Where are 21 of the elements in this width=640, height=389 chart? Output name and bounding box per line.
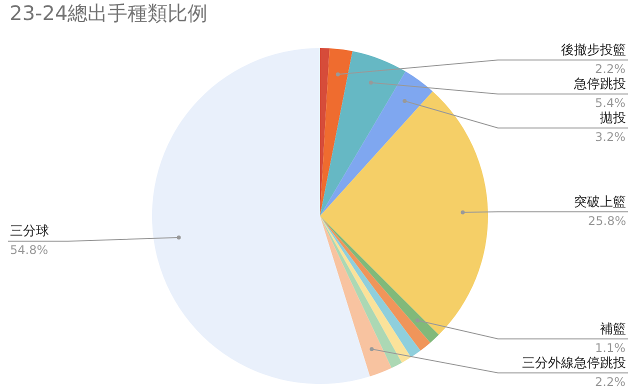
data-label: 3.2% xyxy=(595,130,626,144)
chart-title: 23-24總出手種類比例 xyxy=(10,0,208,25)
slice-label: 補籃 xyxy=(600,322,626,337)
data-label: 54.8% xyxy=(10,243,48,257)
slice-label: 急停跳投 xyxy=(573,77,626,92)
pie-slice xyxy=(320,216,392,376)
pie-slice xyxy=(320,71,433,216)
data-label: 5.4% xyxy=(595,96,626,110)
data-label: 2.2% xyxy=(595,62,626,76)
pie-slice xyxy=(152,48,370,384)
data-label: 2.2% xyxy=(595,375,626,389)
slice-label: 三分球 xyxy=(10,224,49,239)
pie-slice xyxy=(320,91,488,335)
pie-slice xyxy=(320,48,353,216)
slice-label: 拋投 xyxy=(600,111,626,126)
pie-slice xyxy=(320,51,406,216)
slice-label: 突破上籃 xyxy=(574,195,626,210)
slice-label: 後撤步投籃 xyxy=(561,43,626,58)
data-label: 25.8% xyxy=(588,214,626,228)
slice-label: 三分外線急停跳投 xyxy=(522,356,626,371)
data-label: 1.1% xyxy=(595,341,626,355)
